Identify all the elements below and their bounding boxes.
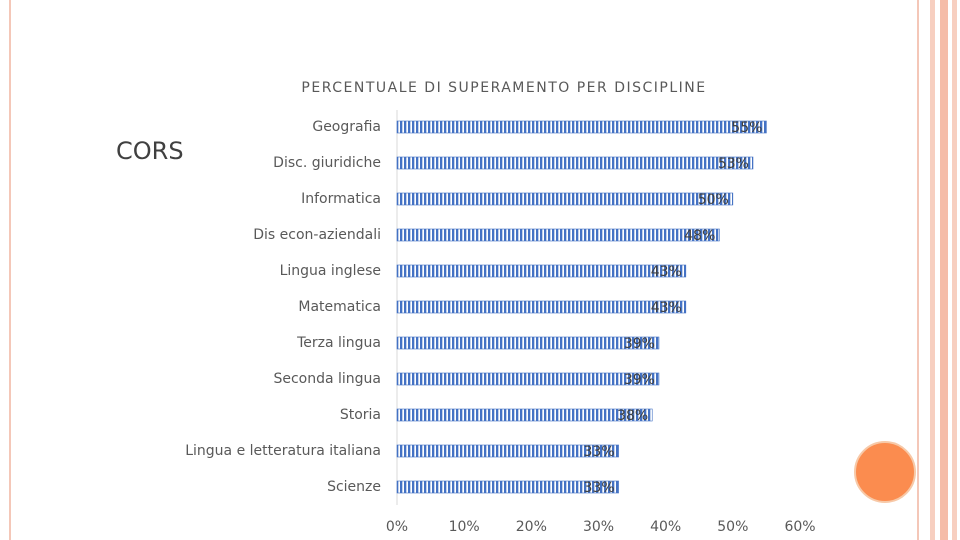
bar	[396, 192, 734, 206]
y-tick-label: Lingua e letteratura italiana	[185, 443, 381, 459]
frame-stripe	[940, 0, 948, 540]
bar	[396, 300, 687, 314]
x-tick-label: 20%	[516, 519, 547, 535]
bar	[396, 480, 619, 494]
data-label: 55%	[731, 120, 762, 136]
data-label: 48%	[684, 228, 715, 244]
data-label: 33%	[584, 444, 615, 460]
bar	[396, 156, 754, 170]
y-tick-label: Dis econ-aziendali	[253, 227, 381, 243]
data-label: 43%	[651, 264, 682, 280]
data-label: 53%	[718, 156, 749, 172]
y-tick-label: Disc. giuridiche	[273, 155, 381, 171]
bar	[396, 120, 767, 134]
data-label: 33%	[584, 480, 615, 496]
data-label: 39%	[624, 372, 655, 388]
frame-stripe	[930, 0, 935, 540]
y-tick-label: Lingua inglese	[280, 263, 381, 279]
bar	[396, 336, 660, 350]
y-tick-label: Matematica	[298, 299, 381, 315]
y-tick-label: Scienze	[327, 479, 381, 495]
x-tick-label: 10%	[449, 519, 480, 535]
data-label: 43%	[651, 300, 682, 316]
y-tick-label: Geografia	[312, 119, 381, 135]
bar	[396, 444, 619, 458]
x-tick-label: 50%	[717, 519, 748, 535]
y-tick-label: Terza lingua	[296, 335, 381, 351]
bar	[396, 372, 660, 386]
frame-stripe	[952, 0, 957, 540]
x-tick-label: 40%	[650, 519, 681, 535]
bar	[396, 264, 687, 278]
chart-title: PERCENTUALE DI SUPERAMENTO PER DISCIPLIN…	[301, 80, 706, 96]
bar	[396, 408, 653, 422]
x-tick-label: 30%	[583, 519, 614, 535]
y-tick-label: Seconda lingua	[273, 371, 381, 387]
data-label: 38%	[617, 408, 648, 424]
y-tick-label: Informatica	[301, 191, 381, 207]
x-tick-label: 0%	[386, 519, 408, 535]
data-label: 39%	[624, 336, 655, 352]
bar	[396, 228, 720, 242]
decor-circle	[854, 441, 916, 503]
x-tick-label: 60%	[784, 519, 815, 535]
plot: 0% 10% 20% 30% 40% 50% 60% Geografia 55% Disc. gi…	[185, 110, 816, 535]
y-tick-label: Storia	[340, 407, 381, 423]
data-label: 50%	[698, 192, 729, 208]
slide-title: CORS	[116, 137, 184, 165]
